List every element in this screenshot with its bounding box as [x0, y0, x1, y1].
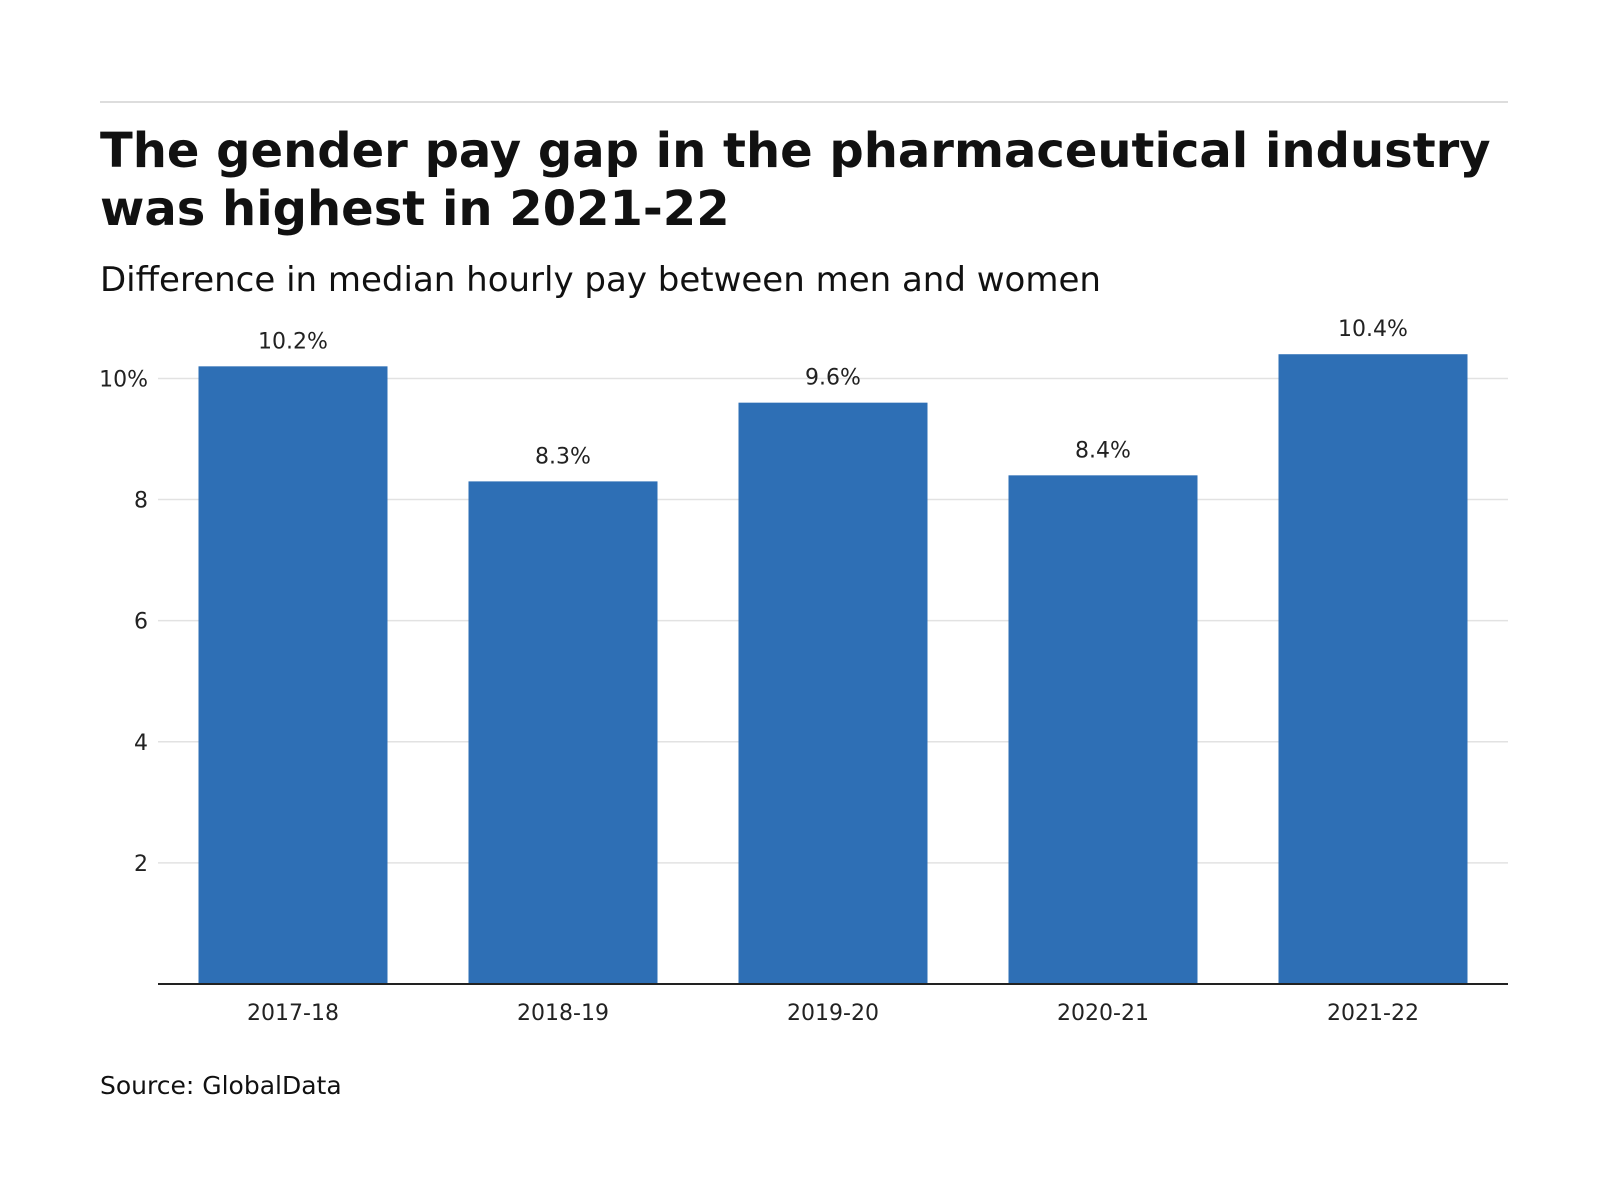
x-axis-tick-labels: 2017-18 2018-19 2019-20 2020-21 2021-22: [247, 1001, 1419, 1026]
y-tick-label: 10%: [99, 367, 148, 392]
bar: [738, 402, 928, 985]
bar: [1008, 475, 1198, 984]
bar-value-label: 8.4%: [1075, 438, 1131, 463]
x-tick-label: 2017-18: [247, 1001, 339, 1026]
bar-value-label: 8.3%: [535, 444, 591, 469]
x-tick-label: 2019-20: [787, 1001, 879, 1026]
data-labels: 10.2% 8.3% 9.6% 8.4% 10.4%: [258, 317, 1408, 469]
y-axis-tick-labels: 2 4 6 8 10%: [99, 367, 148, 876]
y-tick-label: 2: [134, 852, 148, 877]
y-tick-label: 4: [134, 731, 148, 756]
x-tick-label: 2020-21: [1057, 1001, 1149, 1026]
bar-value-label: 10.4%: [1338, 317, 1408, 342]
top-divider: [100, 101, 1508, 103]
bar-value-label: 9.6%: [805, 366, 861, 391]
chart-title: The gender pay gap in the pharmaceutical…: [100, 123, 1491, 237]
y-tick-label: 6: [134, 610, 148, 635]
x-tick-label: 2018-19: [517, 1001, 609, 1026]
bars: [198, 354, 1468, 985]
source-note: Source: GlobalData: [100, 1071, 342, 1100]
bar: [468, 481, 658, 984]
chart-subtitle: Difference in median hourly pay between …: [100, 260, 1101, 300]
bar-value-label: 10.2%: [258, 329, 328, 354]
x-tick-label: 2021-22: [1327, 1001, 1419, 1026]
bar: [1278, 354, 1468, 984]
bar: [198, 366, 388, 984]
y-tick-label: 8: [134, 489, 148, 514]
